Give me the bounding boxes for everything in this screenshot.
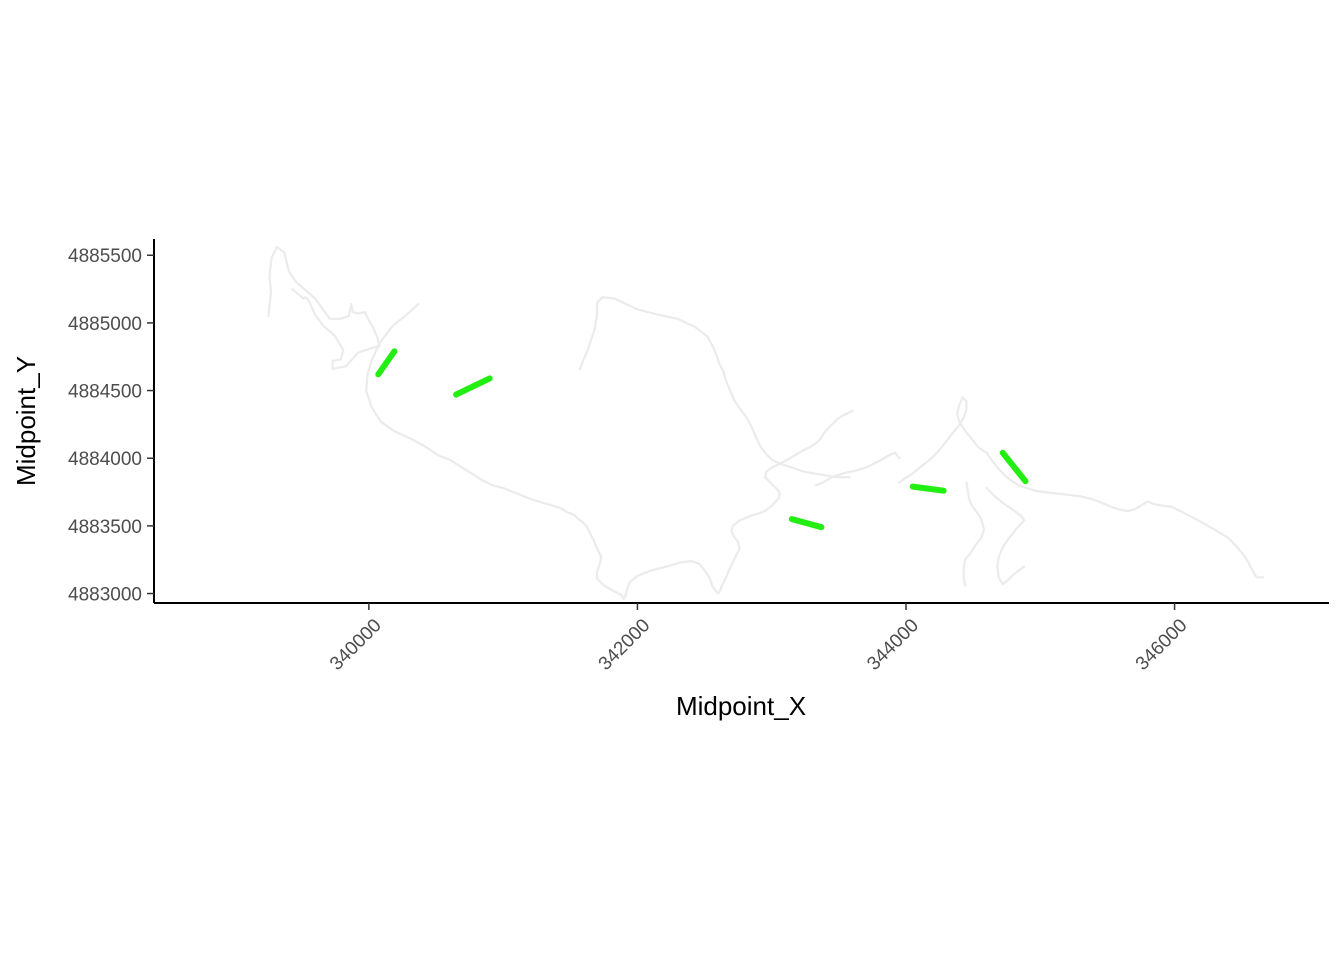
axes: 340000 342000 344000 346000 488300048835004… bbox=[68, 239, 1329, 675]
highlight-segment-1 bbox=[375, 348, 398, 378]
river-line-3 bbox=[578, 296, 851, 479]
x-tick-label: 340000 bbox=[326, 615, 386, 675]
highlight-segment-4 bbox=[909, 483, 947, 494]
y-ticks: 4883000 4883500 4884000 4884500 4885000 48855… bbox=[68, 246, 154, 606]
x-tick-label: 342000 bbox=[595, 615, 655, 675]
y-tick-label: 4884500 bbox=[68, 382, 142, 403]
y-tick-label: 4885000 bbox=[68, 314, 142, 335]
x-axis-title: Midpoint_X bbox=[676, 691, 806, 721]
y-tick-label: 4883500 bbox=[68, 517, 142, 538]
river-line-1 bbox=[267, 246, 381, 370]
river-line-5 bbox=[898, 396, 1265, 579]
highlight-segment-3 bbox=[788, 516, 825, 531]
x-tick-label: 344000 bbox=[863, 615, 923, 675]
y-tick-label: 4884000 bbox=[68, 449, 142, 470]
river-line-4 bbox=[814, 451, 901, 487]
river-line-7 bbox=[985, 486, 1026, 586]
highlight-segment-2 bbox=[453, 375, 493, 398]
plot-lines bbox=[267, 246, 1265, 601]
y-axis-title: Midpoint_Y bbox=[11, 356, 41, 486]
x-ticks: 340000 342000 344000 346000 bbox=[326, 603, 1192, 675]
y-tick-label: 4883000 bbox=[68, 585, 142, 606]
highlight-segment-5 bbox=[999, 449, 1029, 485]
river-line-6 bbox=[962, 481, 986, 587]
x-tick-label: 346000 bbox=[1132, 615, 1192, 675]
y-tick-label: 4885500 bbox=[68, 246, 142, 267]
river-line-2 bbox=[365, 302, 854, 601]
